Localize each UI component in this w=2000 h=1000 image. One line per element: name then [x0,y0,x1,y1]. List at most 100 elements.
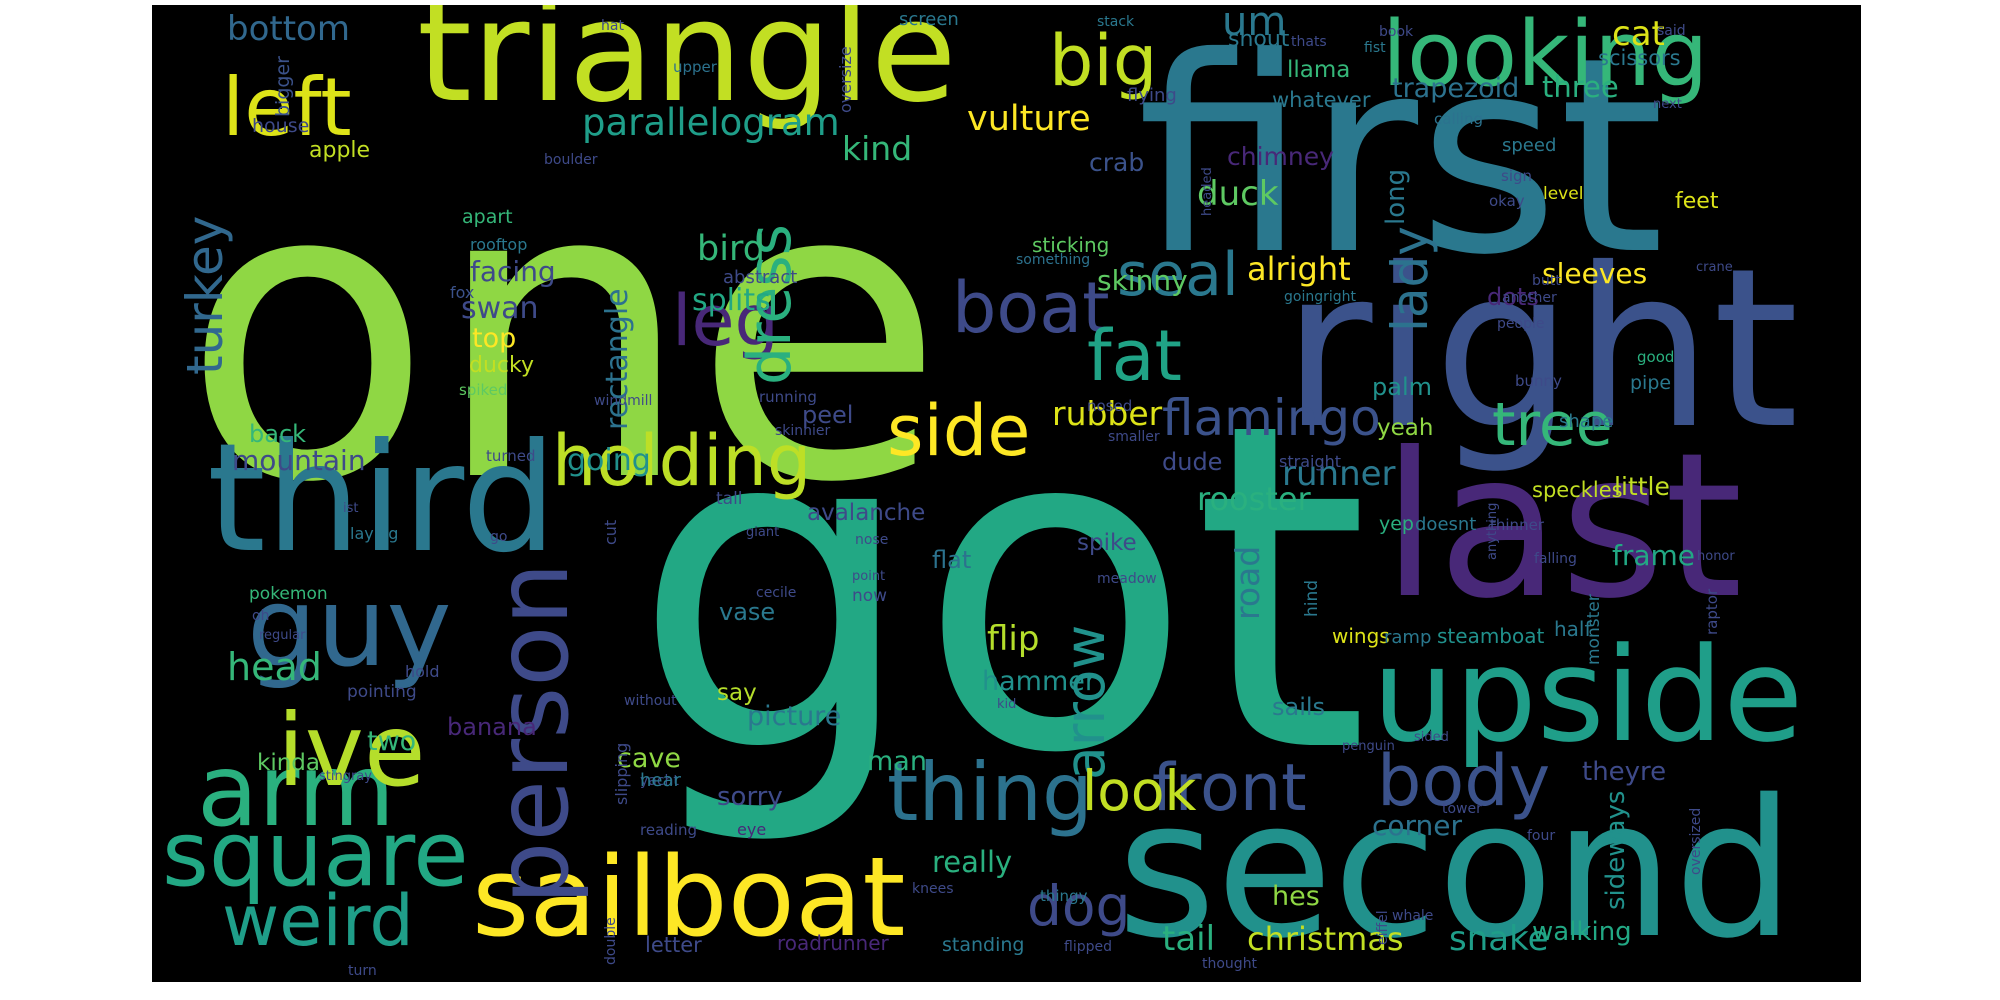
cloud-word-sorry: sorry [717,782,783,812]
cloud-word-snout: snout [1228,27,1290,52]
cloud-word-cat: cat [1612,14,1665,54]
cloud-word-holding: holding [552,420,811,502]
cloud-word-one: one [182,94,945,572]
cloud-word-really: really [932,845,1012,879]
cloud-word-tall: tall [716,489,743,509]
cloud-word-skinny: skinny [1097,264,1188,297]
cloud-word-little: little [1614,472,1670,501]
cloud-word-said: said [1657,23,1686,39]
cloud-word-trapezoid: trapezoid [1392,73,1519,104]
cloud-word-thats: thats [1291,34,1327,50]
cloud-word-hold: hold [405,662,440,681]
cloud-word-people: people [1497,316,1544,332]
cloud-word-ramp: ramp [1384,627,1431,648]
cloud-word-flat: flat [932,546,971,574]
cloud-word-mountain: mountain [232,444,366,477]
cloud-word-okay: okay [1489,192,1525,210]
cloud-word-bigger: bigger [272,56,294,117]
cloud-word-dots: dots [1487,283,1539,311]
cloud-word-dude: dude [1162,448,1222,476]
cloud-word-now: now [852,586,887,606]
cloud-word-kinda: kinda [257,750,320,776]
cloud-word-body: body [1377,740,1550,822]
cloud-word-monster: monster [1584,594,1604,665]
cloud-word-smaller: smaller [1108,429,1160,445]
cloud-word-cave: cave [617,743,681,774]
cloud-word-oh: oh [252,608,269,624]
cloud-word-alright: alright [1247,250,1351,288]
cloud-word-three: three [1542,70,1619,104]
cloud-word-steamboat: steamboat [1437,624,1544,648]
cloud-word-house: house [252,115,309,137]
cloud-word-bird: bird [697,229,765,269]
cloud-word-regular: regular [259,628,306,643]
cloud-word-doesnt: doesnt [1415,514,1476,535]
cloud-word-anything: anything [1485,503,1500,560]
cloud-word-whale: whale [1392,908,1433,924]
cloud-word-straight: straight [1279,452,1341,471]
cloud-word-letter: letter [645,933,702,957]
cloud-word-head: head [227,645,322,689]
cloud-word-stack: stack [1097,14,1135,30]
cloud-word-guy: guy [247,563,452,691]
cloud-word-oversized: oversized [1688,808,1704,875]
cloud-word-crane: crane [1696,260,1733,275]
cloud-word-vulture: vulture [967,99,1091,139]
cloud-word-double: double [603,917,619,965]
cloud-word-hes: hes [1272,881,1320,912]
cloud-word-rooster: rooster [1197,480,1312,518]
cloud-word-say: say [717,680,757,706]
cloud-word-duck: duck [1197,174,1279,214]
cloud-word-ducky: ducky [469,353,534,378]
cloud-word-look: look [1082,759,1197,823]
cloud-word-oversize: oversize [836,46,855,113]
cloud-word-rubber: rubber [1052,394,1163,433]
cloud-word-second: second [1117,759,1795,980]
cloud-word-swan: swan [461,291,539,326]
cloud-word-theyre: theyre [1582,757,1666,787]
cloud-word-good: good [1637,348,1674,366]
cloud-word-big: big [1049,20,1157,102]
cloud-word-falling: falling [1534,551,1577,567]
cloud-word-long: long [1381,169,1411,225]
cloud-word-going: going [567,443,651,478]
cloud-word-tree: tree [1492,390,1613,460]
cloud-word-sign: sign [1501,167,1532,185]
cloud-word-butt: butt [1532,273,1561,289]
cloud-word-back: back [249,420,306,448]
cloud-word-sided: sided [1414,730,1449,745]
cloud-word-rectangle: rectangle [600,288,635,430]
cloud-word-walking: walking [1532,917,1632,947]
cloud-word-goingright: goingright [1284,289,1357,305]
cloud-word-man: man [867,746,927,777]
cloud-word-square: square [162,802,469,907]
cloud-word-third: third [207,412,557,586]
cloud-word-tower: tower [1442,801,1482,817]
cloud-word-christmas: christmas [1247,920,1404,958]
cloud-word-rooftop: rooftop [470,235,527,254]
cloud-word-last: last [1382,410,1743,643]
cloud-word-go: go [490,529,507,545]
cloud-word-corner: corner [1372,809,1463,842]
cloud-word-pointing: pointing [347,682,417,702]
cloud-word-sleeves: sleeves [1542,257,1647,290]
cloud-word-sticking: sticking [1032,233,1109,257]
cloud-word-boat: boat [952,267,1110,349]
cloud-word-headed: headed [1200,167,1215,216]
cloud-word-turned: turned [486,447,536,465]
cloud-word-fox: fox [450,283,474,302]
cloud-word-sideways: sideways [1601,791,1631,910]
cloud-word-upside: upside [1372,619,1803,771]
cloud-word-scissors: scissors [1598,46,1681,70]
cloud-word-whatever: whatever [1272,88,1371,112]
cloud-word-thingy: thingy [1040,887,1088,905]
cloud-word-vase: vase [719,598,775,626]
cloud-word-point: point [852,569,885,584]
cloud-word-roadrunner: roadrunner [777,931,890,955]
cloud-word-slipping: slipping [612,743,631,805]
cloud-word-standing: standing [942,934,1024,956]
cloud-word-giant: giant [746,525,779,540]
cloud-word-spiked: spiked [459,381,507,399]
cloud-word-person: person [474,562,591,905]
cloud-word-yeah: yeah [1377,415,1433,441]
